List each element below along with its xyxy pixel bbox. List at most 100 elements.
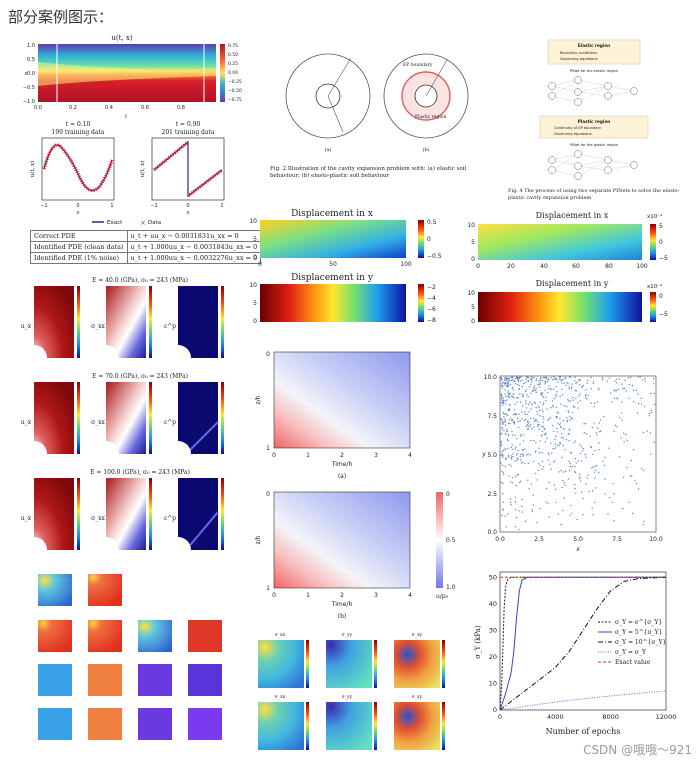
scatter-xtick: 5.0 [573, 536, 583, 543]
scatter-point [507, 414, 509, 417]
stress-hole [165, 441, 191, 467]
scatter-point [502, 411, 505, 414]
scatter-point [527, 376, 530, 379]
scatter-point [503, 383, 506, 385]
scatter-point [569, 463, 571, 465]
scatter-point [519, 480, 522, 482]
scatter-point [578, 473, 581, 476]
slice-xtick: 1 [220, 203, 223, 209]
cons-cb-label: u/p₀ [436, 593, 449, 600]
scatter-point [604, 493, 606, 495]
disp-cb2-tick: −8 [427, 317, 436, 324]
scatter-point [637, 488, 640, 490]
scatter-point [529, 379, 532, 381]
scatter-ytick: 7.5 [487, 413, 497, 420]
scatter-point [550, 377, 552, 379]
cb-tick: −0.50 [228, 88, 242, 94]
stress-cb [77, 382, 80, 454]
pde-table: Correct PDE u_t + uu_x − 0.0031831u_xx = … [30, 230, 262, 264]
burgers-title: u(t, x) [111, 34, 132, 42]
scatter-point [517, 420, 519, 422]
scatter-point [584, 422, 587, 425]
scatter-point [507, 384, 509, 386]
scatter-point [579, 476, 581, 478]
slice2-xlabel: x [186, 210, 190, 216]
scatter-point [621, 383, 623, 385]
scatter-point [568, 400, 570, 402]
scatter-point [516, 454, 518, 456]
scatter-point [507, 422, 510, 425]
scatter-point [552, 405, 554, 407]
scatter-point [535, 387, 537, 389]
scatter-point [545, 501, 547, 503]
scatter-point [548, 418, 550, 420]
stress-row-label: u_x [21, 419, 32, 426]
scatter-point [502, 454, 504, 457]
scatter-point [530, 439, 532, 442]
scatter-point [557, 513, 560, 515]
scatter-point [505, 403, 507, 405]
scatter-point [505, 413, 507, 415]
scatter-point [538, 406, 540, 409]
scatter-point [598, 449, 600, 451]
scatter-point [544, 441, 546, 443]
scatter-point [630, 376, 632, 379]
scatter-point [537, 405, 539, 407]
scatter-point [571, 417, 573, 419]
scatter-point [527, 428, 530, 430]
table-cell: Identified PDE (clean data) [30, 241, 128, 253]
scatter-point [587, 395, 589, 397]
scatter-point [561, 382, 563, 384]
scatter-point [582, 447, 585, 450]
scatter-ytick: 0.0 [487, 529, 497, 536]
scatter-point [548, 454, 550, 456]
scatter-point [521, 449, 524, 451]
scatter-point [542, 415, 544, 418]
scatter-point [506, 428, 508, 431]
cons-xtick: 2 [340, 452, 344, 459]
scatter-point [556, 427, 558, 430]
scatter-point [505, 526, 507, 528]
disp-r-ytick: 5 [471, 304, 475, 311]
scatter-point [567, 478, 570, 480]
scatter-point [613, 430, 615, 432]
scatter-point [500, 442, 502, 444]
scatter-ytick: 10.0 [484, 374, 498, 381]
conv-legend-entry: σ_Y = σ_Y [615, 649, 647, 656]
watermark: CSDN @哦哦～921 [583, 743, 692, 757]
stress-row2-title: E = 70.0 (GPa), σ₀ = 243 (MPa) [92, 373, 188, 380]
scatter-point [648, 415, 650, 417]
scatter-point [538, 447, 540, 449]
scatter-point [643, 520, 645, 522]
scatter-point [569, 416, 571, 418]
scatter-point [537, 413, 539, 415]
flow-node [548, 156, 556, 164]
scatter-point [547, 391, 549, 393]
disp-ytick: 10 [249, 282, 257, 289]
scatter-point [502, 456, 504, 458]
scatter-point [574, 487, 576, 490]
scatter-point [615, 389, 618, 392]
scatter-point [614, 380, 616, 382]
scatter-point [514, 403, 516, 406]
scatter-point [540, 377, 542, 379]
scatter-point [502, 471, 505, 474]
scatter-point [562, 509, 564, 512]
scatter-point [566, 381, 568, 383]
bottom-map [394, 640, 440, 688]
scatter-point [569, 465, 571, 468]
scatter-point [591, 507, 593, 510]
scatter-point [565, 384, 567, 387]
stress-hole [93, 537, 119, 562]
scatter-point [572, 396, 574, 399]
scatter-point [511, 458, 513, 460]
stress-map [106, 286, 146, 358]
scatter-point [582, 450, 584, 452]
scatter-point [504, 421, 506, 423]
scatter-point [595, 487, 597, 489]
scatter-point [583, 432, 585, 434]
disp-r-cb1-tick: −5 [659, 255, 668, 262]
scatter-point [502, 385, 504, 387]
scatter-point [603, 415, 605, 418]
scatter-point [592, 514, 594, 516]
